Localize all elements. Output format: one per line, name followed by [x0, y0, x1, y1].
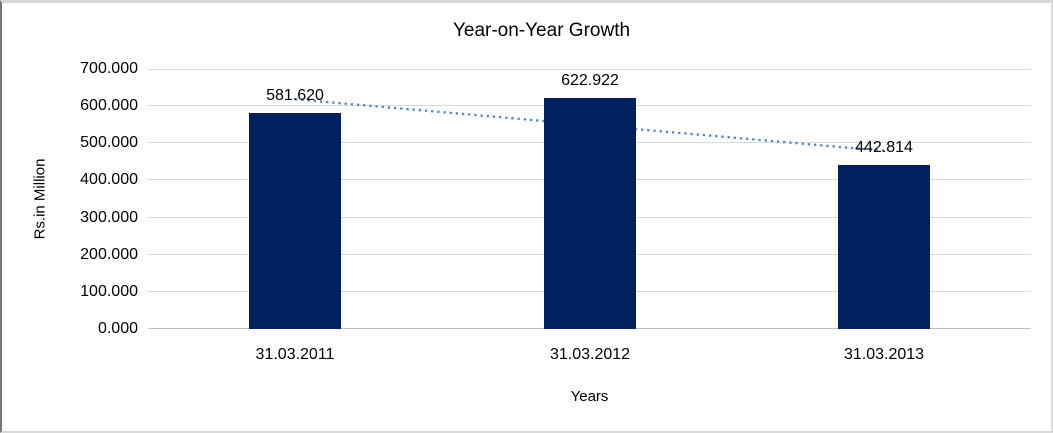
plot-area [148, 69, 1031, 329]
y-axis-tick-label: 600.000 [80, 97, 138, 114]
gridline [148, 69, 1031, 70]
y-axis-tick-label: 100.000 [80, 283, 138, 300]
x-axis-tick-label: 31.03.2013 [843, 346, 925, 363]
y-axis-tick-label: 0.000 [97, 320, 138, 337]
bar-data-label: 581.620 [266, 87, 324, 104]
y-axis-tick-label: 200.000 [80, 246, 138, 263]
x-axis-tick-label: 31.03.2011 [255, 346, 335, 363]
bar [838, 165, 930, 329]
bar-data-label: 622.922 [561, 72, 619, 89]
chart-title: Year-on-Year Growth [452, 20, 631, 41]
x-axis-title: Years [570, 388, 609, 405]
y-axis-tick-label: 400.000 [80, 171, 138, 188]
bar [544, 98, 636, 329]
y-axis-tick-label: 700.000 [80, 60, 138, 77]
bar [249, 113, 341, 329]
x-axis-tick-label: 31.03.2012 [549, 346, 631, 363]
bar-data-label: 442.814 [855, 139, 913, 156]
y-axis-tick-label: 500.000 [80, 134, 138, 151]
y-axis-tick-label: 300.000 [80, 209, 138, 226]
